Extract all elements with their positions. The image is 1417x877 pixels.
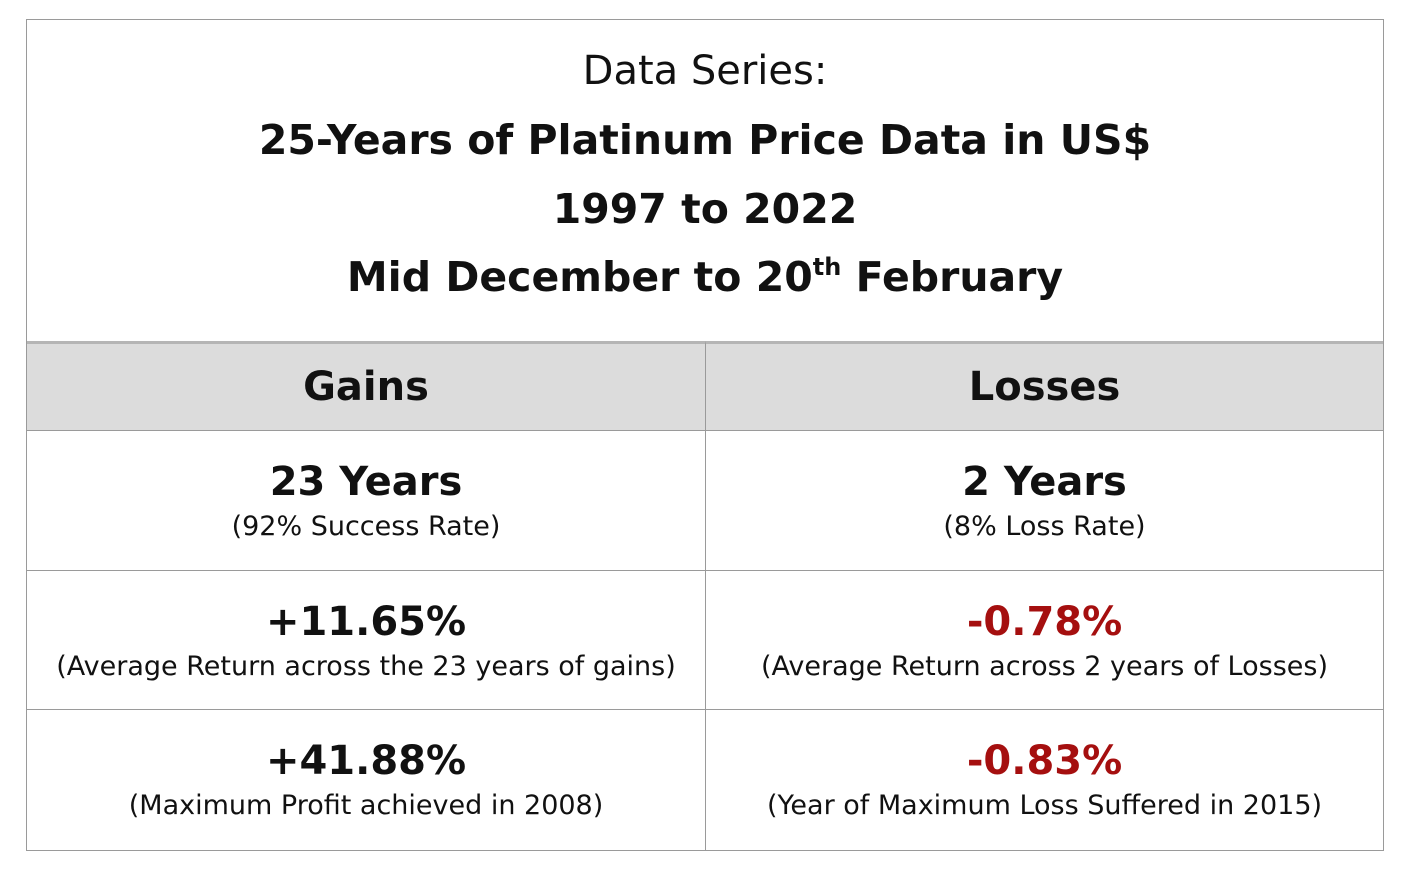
- cell-note: (Maximum Profit achieved in 2008): [128, 790, 604, 821]
- cell-note: (Average Return across the 23 years of g…: [56, 651, 676, 682]
- cell-note: (92% Success Rate): [231, 511, 501, 542]
- table-frame: Data Series: 25-Years of Platinum Price …: [26, 19, 1384, 851]
- header: Data Series: 25-Years of Platinum Price …: [27, 20, 1383, 341]
- cell-value: +11.65%: [265, 599, 467, 645]
- header-title: 25-Years of Platinum Price Data in US$: [258, 116, 1152, 164]
- cell-value: -0.83%: [966, 738, 1123, 784]
- cell-note: (8% Loss Rate): [943, 511, 1146, 542]
- cell-note: (Year of Maximum Loss Suffered in 2015): [766, 790, 1323, 821]
- superscript: th: [812, 253, 842, 281]
- header-text: February: [855, 253, 1064, 301]
- header-title: 1997 to 2022: [552, 185, 858, 233]
- header-title: Mid December to 20th February: [27, 253, 1383, 301]
- header-text: Mid December to 20: [346, 253, 813, 301]
- table-cell: 2 Years (8% Loss Rate): [706, 430, 1383, 570]
- table-cell: +11.65% (Average Return across the 23 yea…: [27, 570, 706, 709]
- cell-value: +41.88%: [265, 738, 467, 784]
- header-line: Data Series:: [582, 48, 828, 94]
- cell-value: 23 Years: [269, 459, 463, 505]
- cell-value: 2 Years: [962, 459, 1127, 505]
- cell-note: (Average Return across 2 years of Losses…: [761, 651, 1328, 682]
- table-cell: -0.78% (Average Return across 2 years of …: [706, 570, 1383, 709]
- column-header: Losses: [706, 341, 1383, 430]
- table-cell: 23 Years (92% Success Rate): [27, 430, 706, 570]
- column-header: Gains: [27, 341, 706, 430]
- cell-value: -0.78%: [966, 599, 1123, 645]
- table-cell: -0.83% (Year of Maximum Loss Suffered in …: [706, 709, 1383, 850]
- table-cell: +41.88% (Maximum Profit achieved in 2008): [27, 709, 706, 850]
